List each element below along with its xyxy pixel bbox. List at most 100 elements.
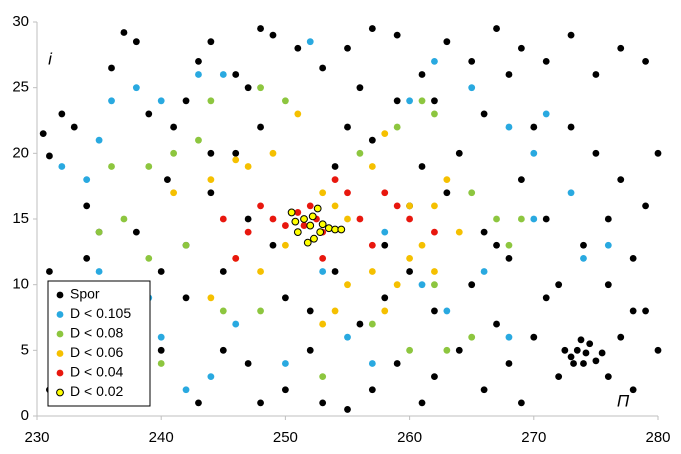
- point: [480, 268, 488, 275]
- point: [344, 44, 351, 52]
- point: [319, 268, 327, 275]
- point: [592, 71, 600, 78]
- point: [418, 241, 426, 249]
- legend-label: D < 0.02: [70, 383, 124, 399]
- point: [170, 189, 178, 197]
- point: [95, 268, 103, 275]
- point: [542, 110, 550, 118]
- point: [207, 38, 215, 46]
- point: [145, 255, 153, 262]
- point: [418, 71, 426, 78]
- point: [468, 84, 476, 92]
- point: [145, 163, 153, 170]
- point: [170, 149, 178, 157]
- point: [269, 149, 277, 157]
- point: [207, 97, 215, 105]
- point: [310, 234, 318, 243]
- legend-label: D < 0.06: [70, 344, 124, 360]
- point: [344, 189, 351, 197]
- x-tick-label: 260: [397, 429, 422, 446]
- point: [132, 228, 140, 236]
- point: [287, 208, 296, 217]
- point: [324, 224, 333, 233]
- point: [294, 44, 302, 52]
- point: [443, 346, 451, 354]
- point: [83, 202, 91, 210]
- point: [381, 307, 389, 315]
- point: [257, 268, 264, 275]
- legend-marker: [56, 291, 64, 299]
- point: [244, 228, 252, 236]
- point: [120, 215, 128, 223]
- point: [468, 58, 476, 65]
- point: [157, 360, 165, 367]
- point: [219, 346, 227, 354]
- point: [480, 228, 488, 236]
- point: [418, 97, 426, 105]
- point: [83, 176, 91, 184]
- point: [406, 202, 413, 210]
- point: [319, 399, 327, 407]
- point: [120, 29, 128, 36]
- x-tick-label: 240: [149, 429, 174, 446]
- point: [530, 333, 538, 341]
- x-tick-label: 270: [521, 429, 546, 446]
- legend-box: [47, 280, 151, 407]
- point: [567, 123, 575, 131]
- legend-marker: [56, 388, 64, 397]
- point: [244, 163, 252, 170]
- point: [530, 123, 538, 131]
- point: [257, 123, 264, 131]
- point: [555, 281, 563, 289]
- point: [319, 255, 327, 262]
- point: [39, 130, 47, 138]
- point: [431, 202, 438, 210]
- point: [505, 360, 513, 367]
- point: [598, 349, 606, 357]
- point: [108, 97, 115, 105]
- point: [300, 222, 308, 229]
- point: [505, 255, 513, 262]
- point: [344, 123, 351, 131]
- point: [318, 220, 327, 229]
- point: [195, 58, 202, 65]
- y-tick-label: 25: [12, 79, 29, 96]
- point: [331, 163, 339, 170]
- point: [443, 189, 451, 197]
- point: [269, 241, 277, 249]
- y-tick-label: 30: [12, 13, 29, 30]
- point: [468, 189, 476, 197]
- point: [542, 294, 550, 302]
- point: [319, 373, 327, 380]
- point: [257, 399, 264, 407]
- point: [195, 136, 202, 144]
- point: [381, 189, 389, 197]
- y-tick-label: 15: [12, 210, 29, 227]
- legend-label: Spor: [70, 286, 100, 302]
- point: [282, 386, 289, 394]
- point: [617, 333, 625, 341]
- point: [319, 64, 327, 72]
- point: [95, 136, 103, 144]
- point: [406, 346, 413, 354]
- legend-marker: [56, 311, 64, 318]
- point: [257, 202, 264, 210]
- point: [517, 215, 525, 223]
- point: [561, 346, 569, 354]
- point: [393, 281, 401, 289]
- point: [46, 268, 53, 275]
- point: [493, 25, 500, 32]
- x-tick-label: 250: [273, 429, 298, 446]
- point: [306, 202, 314, 210]
- y-tick-label: 5: [21, 341, 29, 358]
- point: [431, 110, 438, 118]
- y-tick-label: 0: [21, 407, 29, 424]
- point: [642, 58, 649, 65]
- point: [368, 360, 376, 367]
- point: [83, 255, 91, 262]
- point: [604, 241, 612, 249]
- point: [257, 25, 264, 32]
- point: [368, 136, 376, 144]
- point: [368, 25, 376, 32]
- point: [431, 58, 438, 65]
